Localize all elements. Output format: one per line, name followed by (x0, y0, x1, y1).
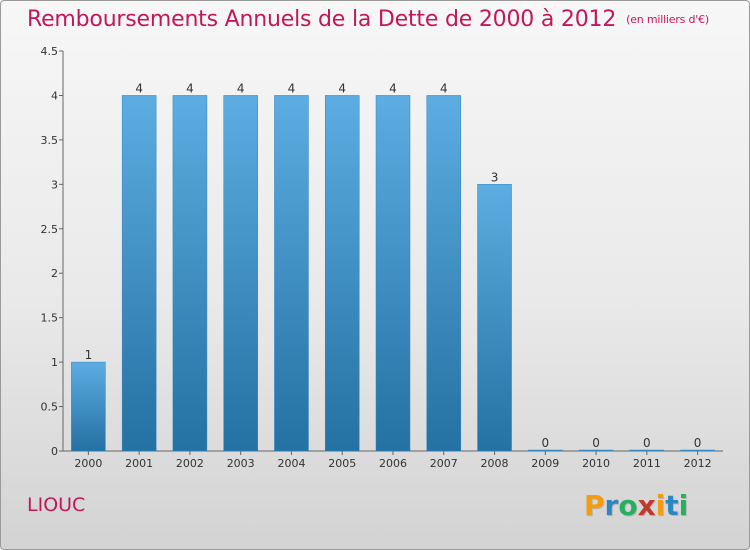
y-tick-label: 1 (51, 356, 58, 369)
chart-title: Remboursements Annuels de la Dette de 20… (27, 7, 709, 32)
bar-2006 (375, 95, 411, 452)
logo-letter: i (655, 489, 666, 522)
bar-2011 (629, 449, 665, 452)
chart-bars (71, 95, 715, 452)
bar-2009 (528, 449, 563, 452)
x-tick-label-2008: 2008 (481, 457, 509, 470)
bar-2012 (680, 449, 715, 452)
y-tick-label: 3 (51, 178, 58, 191)
x-tick-label-2003: 2003 (227, 457, 255, 470)
y-tick-label: 0 (51, 445, 58, 458)
x-tick-label-2012: 2012 (684, 457, 712, 470)
y-tick-label: 4.5 (41, 45, 59, 58)
chart-labels: 2000 1 2001 4 2002 4 2003 4 2004 4 2005 4 2006 4 2007 4… (74, 81, 711, 470)
bar-2004 (274, 95, 309, 452)
chart-title-unit: (en milliers d'€) (626, 13, 710, 26)
x-tick-label-2004: 2004 (277, 457, 305, 470)
y-tick-label: 0.5 (41, 401, 59, 414)
data-label-2007: 4 (440, 81, 448, 95)
data-label-2012: 0 (694, 436, 702, 450)
y-tick-label: 2.5 (41, 223, 59, 236)
data-label-2006: 4 (389, 81, 397, 95)
logo-letter: i (678, 489, 689, 522)
data-label-2010: 0 (592, 436, 600, 450)
x-tick-label-2011: 2011 (633, 457, 661, 470)
logo-letter: P (584, 489, 605, 522)
bar-2007 (426, 95, 462, 452)
data-label-2002: 4 (186, 81, 194, 95)
bar-2000 (71, 361, 106, 452)
x-tick-label-2007: 2007 (430, 457, 458, 470)
x-tick-label-2005: 2005 (328, 457, 356, 470)
data-label-2009: 0 (541, 436, 549, 450)
x-tick-label-2010: 2010 (582, 457, 610, 470)
x-tick-label-2002: 2002 (176, 457, 204, 470)
data-label-2004: 4 (288, 81, 296, 95)
x-tick-label-2001: 2001 (125, 457, 153, 470)
bar-2008 (477, 184, 512, 452)
y-tick-label: 3.5 (41, 134, 59, 147)
logo-letter: t (665, 489, 679, 522)
bar-2010 (578, 449, 614, 452)
x-tick-label-2009: 2009 (531, 457, 559, 470)
logo-letter: x (637, 489, 656, 522)
x-tick-label-2006: 2006 (379, 457, 407, 470)
data-label-2011: 0 (643, 436, 651, 450)
chart-title-text: Remboursements Annuels de la Dette de 20… (27, 7, 617, 32)
data-label-2005: 4 (338, 81, 346, 95)
bar-2003 (223, 95, 258, 452)
commune-name: LIOUC (27, 494, 86, 516)
bar-2002 (172, 95, 208, 452)
data-label-2008: 3 (491, 170, 499, 184)
y-tick-label: 1.5 (41, 312, 59, 325)
x-tick-label-2000: 2000 (74, 457, 102, 470)
bar-2001 (121, 95, 157, 452)
data-label-2001: 4 (135, 81, 143, 95)
data-label-2000: 1 (85, 348, 93, 362)
logo-letter: o (618, 489, 638, 522)
proxiti-logo: Proxiti (584, 489, 688, 522)
y-tick-label: 2 (51, 267, 58, 280)
y-tick-label: 4 (51, 89, 58, 102)
bar-2005 (324, 95, 360, 452)
logo-letter: r (604, 489, 619, 522)
data-label-2003: 4 (237, 81, 245, 95)
